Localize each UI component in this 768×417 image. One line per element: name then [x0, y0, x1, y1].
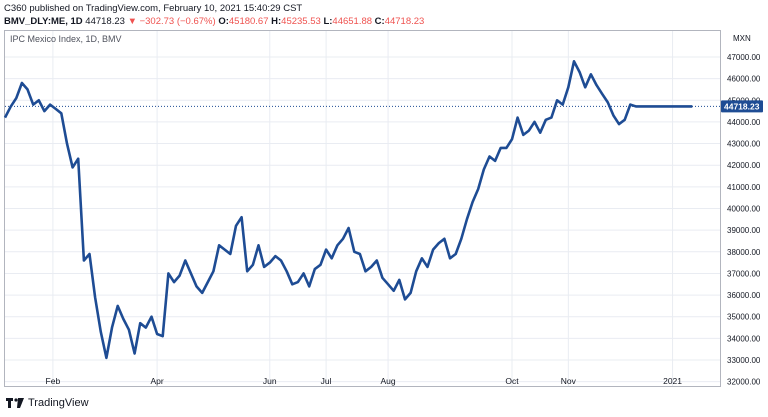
low-label: L:	[323, 16, 333, 27]
tradingview-logo-icon	[6, 398, 24, 408]
x-tick-label: Oct	[505, 376, 519, 386]
high-label: H:	[271, 16, 282, 27]
y-tick-label: 42000.00	[727, 161, 761, 170]
x-tick-label: Apr	[150, 376, 163, 386]
chart-header: C360 published on TradingView.com, Febru…	[4, 2, 424, 28]
close-value: 44718.23	[384, 16, 425, 27]
grid-lines	[5, 31, 720, 386]
y-tick-label: 37000.00	[727, 269, 761, 278]
chart-title: IPC Mexico Index, 1D, BMV	[10, 34, 122, 44]
y-tick-label: 36000.00	[727, 291, 761, 300]
y-tick-label: 43000.00	[727, 140, 761, 149]
ohlc-line: BMV_DLY:ME, 1D 44718.23 ▼ −302.73 (−0.67…	[4, 15, 424, 28]
x-tick-label: Nov	[561, 376, 577, 386]
currency-label: MXN	[733, 34, 751, 43]
footer: TradingView	[6, 397, 89, 409]
y-tick-label: 40000.00	[727, 205, 761, 214]
high-value: 45235.53	[281, 16, 321, 27]
y-axis: 32000.00 33000.00 34000.00 35000.00 36000.00…	[727, 53, 761, 387]
y-tick-label: 46000.00	[727, 75, 761, 84]
close-label: C:	[374, 16, 385, 27]
symbol-label: BMV_DLY:ME, 1D	[4, 16, 83, 27]
y-tick-label: 38000.00	[727, 248, 761, 257]
chart-frame	[4, 30, 721, 387]
publish-info: C360 published on TradingView.com, Febru…	[4, 3, 303, 14]
x-tick-label: Jun	[263, 376, 277, 386]
x-tick-label: Aug	[381, 376, 396, 386]
x-axis: Feb Apr Jun Jul Aug Oct Nov 2021	[46, 376, 683, 386]
last-value: 44718.23	[85, 16, 125, 27]
series-line	[3, 59, 693, 360]
open-value: 45180.67	[228, 16, 269, 27]
last-price-label: 44718.23	[724, 101, 760, 111]
x-tick-label: 2021	[663, 376, 682, 386]
y-tick-label: 33000.00	[727, 356, 761, 365]
last-price-badge	[721, 100, 763, 113]
footer-brand[interactable]: TradingView	[28, 397, 89, 409]
y-tick-label: 47000.00	[727, 53, 761, 62]
y-tick-label: 44000.00	[727, 118, 761, 127]
y-tick-label: 34000.00	[727, 334, 761, 343]
x-tick-label: Jul	[321, 376, 332, 386]
low-value: 44651.88	[332, 16, 373, 27]
y-tick-label: 35000.00	[727, 313, 761, 322]
x-tick-label: Feb	[46, 376, 61, 386]
open-label: O:	[218, 16, 229, 27]
change-value: ▼ −302.73 (−0.67%)	[127, 16, 216, 27]
y-tick-label: 39000.00	[727, 226, 761, 235]
y-tick-label: 32000.00	[727, 378, 761, 387]
y-tick-label: 41000.00	[727, 183, 761, 192]
